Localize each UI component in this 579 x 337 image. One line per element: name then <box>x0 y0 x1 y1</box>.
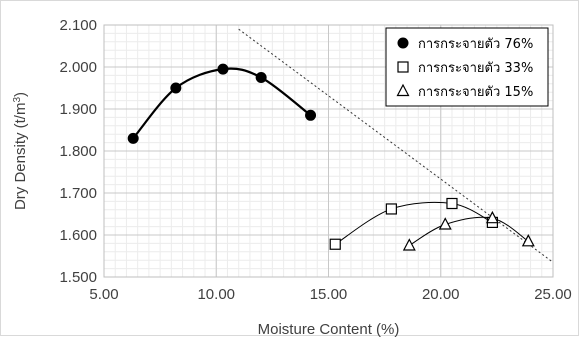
series-1-point <box>305 109 317 121</box>
series-1-point <box>170 82 182 94</box>
y-axis-title: Dry Density (t/m3) <box>12 92 30 210</box>
legend-box <box>385 27 549 107</box>
legend-label-1: การกระจายตัว 76% <box>418 37 533 52</box>
y-tick-label: 1.800 <box>59 143 97 160</box>
legend-marker-1 <box>397 37 409 49</box>
plot-frame <box>103 24 554 278</box>
series-1-point <box>255 72 267 83</box>
legend-marker-3 <box>396 83 410 97</box>
series-2-point <box>385 203 397 215</box>
x-tick-label: 10.00 <box>197 286 235 303</box>
series-3-point <box>402 238 416 251</box>
series-2-point <box>446 197 458 210</box>
y-tick-label: 2.000 <box>59 59 97 76</box>
x-axis-title: Moisture Content (%) <box>258 321 400 337</box>
y-tick-label: 1.700 <box>59 185 97 202</box>
series-3-point <box>485 210 499 224</box>
legend-label-3: การกระจายตัว 15% <box>418 85 533 100</box>
series-2-point <box>329 238 341 250</box>
series-1-point <box>217 63 229 75</box>
y-tick-label: 1.900 <box>59 101 97 118</box>
x-tick-label: 5.00 <box>89 286 118 303</box>
legend-marker-2 <box>397 61 409 73</box>
series-3-point <box>521 234 535 247</box>
x-tick-label: 25.00 <box>534 286 572 303</box>
series-1-point <box>127 132 139 144</box>
series-curve-3 <box>409 216 529 246</box>
x-tick-label: 20.00 <box>422 286 460 303</box>
legend-label-2: การกระจายตัว 33% <box>418 61 533 76</box>
series-3-point <box>438 217 452 230</box>
y-tick-label: 2.100 <box>59 17 97 34</box>
y-tick-label: 1.500 <box>59 269 97 286</box>
x-tick-label: 15.00 <box>310 286 348 303</box>
y-tick-label: 1.600 <box>59 227 97 244</box>
series-curve-2 <box>334 201 493 245</box>
